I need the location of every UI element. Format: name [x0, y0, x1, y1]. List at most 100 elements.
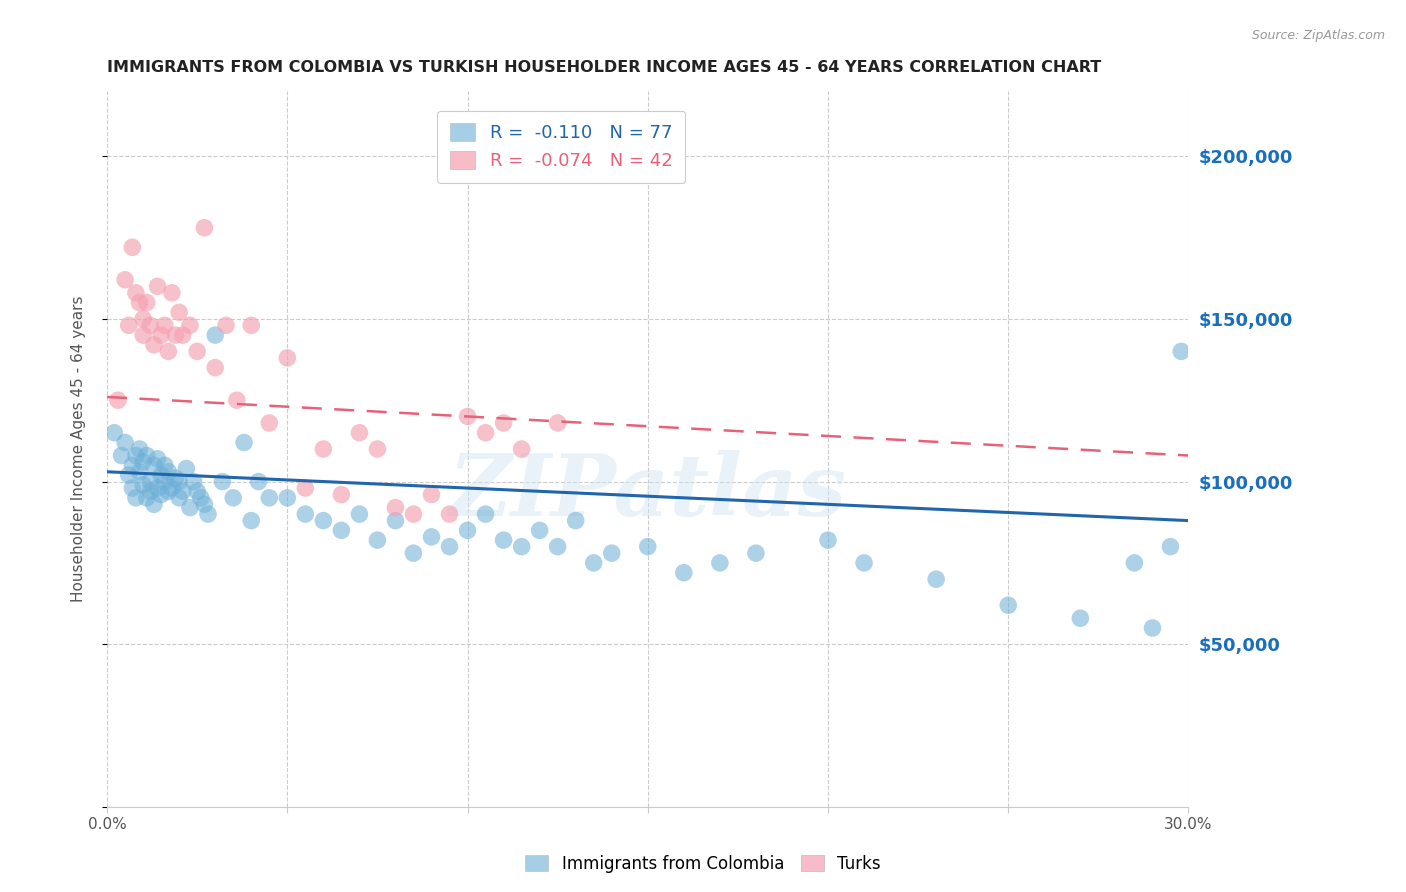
Point: [492, 416, 515, 430]
Point: [1123, 556, 1146, 570]
Point: [997, 598, 1019, 612]
Point: [420, 530, 443, 544]
Point: [165, 328, 187, 343]
Point: [259, 416, 281, 430]
Text: Source: ZipAtlas.com: Source: ZipAtlas.com: [1251, 29, 1385, 42]
Point: [142, 458, 165, 473]
Point: [150, 328, 173, 343]
Point: [582, 556, 605, 570]
Point: [190, 491, 212, 505]
Point: [125, 449, 148, 463]
Point: [474, 507, 496, 521]
Point: [222, 491, 245, 505]
Point: [420, 487, 443, 501]
Point: [384, 500, 406, 515]
Point: [167, 491, 190, 505]
Point: [132, 455, 155, 469]
Point: [179, 318, 201, 333]
Point: [529, 524, 551, 538]
Point: [167, 475, 190, 489]
Point: [128, 465, 150, 479]
Point: [547, 416, 569, 430]
Point: [135, 295, 157, 310]
Point: [186, 484, 208, 499]
Point: [294, 481, 316, 495]
Point: [240, 514, 263, 528]
Point: [118, 318, 141, 333]
Point: [114, 435, 136, 450]
Point: [146, 279, 169, 293]
Point: [135, 491, 157, 505]
Point: [1069, 611, 1091, 625]
Point: [157, 484, 180, 499]
Point: [176, 461, 198, 475]
Text: IMMIGRANTS FROM COLOMBIA VS TURKISH HOUSEHOLDER INCOME AGES 45 - 64 YEARS CORREL: IMMIGRANTS FROM COLOMBIA VS TURKISH HOUS…: [107, 60, 1101, 75]
Point: [925, 572, 948, 586]
Point: [1142, 621, 1164, 635]
Point: [110, 449, 132, 463]
Point: [125, 285, 148, 300]
Point: [204, 360, 226, 375]
Point: [564, 514, 586, 528]
Point: [330, 524, 353, 538]
Point: [172, 328, 194, 343]
Point: [121, 240, 143, 254]
Point: [125, 491, 148, 505]
Point: [121, 481, 143, 495]
Point: [197, 507, 219, 521]
Point: [366, 442, 388, 456]
Point: [135, 449, 157, 463]
Legend: R =  -0.110   N = 77, R =  -0.074   N = 42: R = -0.110 N = 77, R = -0.074 N = 42: [437, 111, 685, 183]
Point: [384, 514, 406, 528]
Point: [672, 566, 695, 580]
Point: [439, 540, 461, 554]
Point: [132, 311, 155, 326]
Point: [153, 318, 176, 333]
Point: [157, 465, 180, 479]
Point: [139, 484, 162, 499]
Point: [547, 540, 569, 554]
Point: [259, 491, 281, 505]
Point: [128, 442, 150, 456]
Point: [193, 497, 215, 511]
Point: [183, 475, 205, 489]
Y-axis label: Householder Income Ages 45 - 64 years: Householder Income Ages 45 - 64 years: [72, 296, 86, 602]
Point: [153, 458, 176, 473]
Point: [510, 442, 533, 456]
Point: [128, 295, 150, 310]
Point: [240, 318, 263, 333]
Point: [139, 475, 162, 489]
Point: [349, 507, 371, 521]
Point: [211, 475, 233, 489]
Point: [142, 338, 165, 352]
Point: [330, 487, 353, 501]
Point: [474, 425, 496, 440]
Text: ZIPatlas: ZIPatlas: [449, 450, 846, 533]
Point: [204, 328, 226, 343]
Point: [637, 540, 659, 554]
Point: [276, 491, 298, 505]
Point: [312, 514, 335, 528]
Point: [114, 273, 136, 287]
Point: [165, 471, 187, 485]
Point: [457, 409, 479, 424]
Point: [402, 546, 425, 560]
Point: [215, 318, 238, 333]
Point: [1170, 344, 1192, 359]
Point: [349, 425, 371, 440]
Point: [132, 328, 155, 343]
Point: [132, 478, 155, 492]
Point: [146, 451, 169, 466]
Point: [118, 468, 141, 483]
Point: [107, 393, 129, 408]
Point: [366, 533, 388, 548]
Point: [193, 220, 215, 235]
Point: [276, 351, 298, 365]
Point: [186, 344, 208, 359]
Legend: Immigrants from Colombia, Turks: Immigrants from Colombia, Turks: [519, 848, 887, 880]
Point: [179, 500, 201, 515]
Point: [121, 458, 143, 473]
Point: [402, 507, 425, 521]
Point: [233, 435, 256, 450]
Point: [439, 507, 461, 521]
